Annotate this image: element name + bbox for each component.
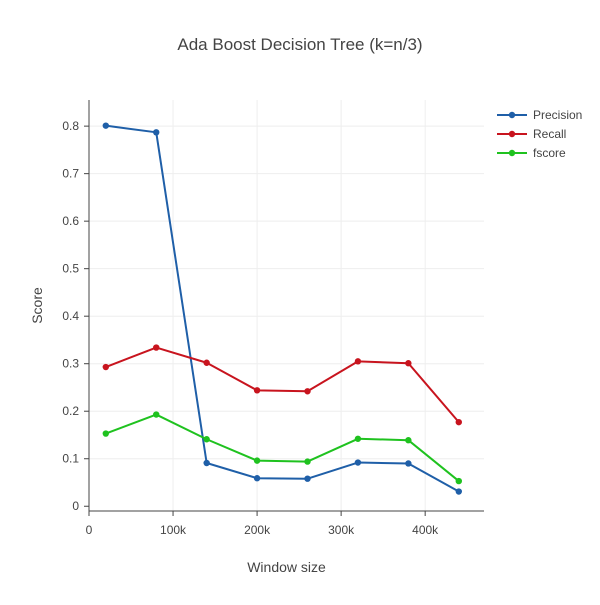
y-tick-label: 0.7 (62, 167, 79, 181)
data-point-fscore (253, 457, 261, 464)
data-point-recall (354, 358, 362, 365)
series-line-precision (105, 124, 460, 493)
data-point-precision (253, 475, 261, 482)
series-layer (102, 122, 462, 495)
data-point-fscore (153, 411, 160, 418)
series-precision (102, 122, 462, 495)
legend-label: Precision (533, 108, 582, 122)
x-tick-label: 300k (328, 523, 355, 537)
legend-item-precision[interactable]: Precision (497, 108, 582, 122)
y-tick-label: 0.5 (62, 262, 79, 276)
legend-item-recall[interactable]: Recall (497, 127, 566, 141)
legend-item-fscore[interactable]: fscore (497, 146, 566, 160)
y-tick-label: 0.2 (62, 404, 79, 418)
data-point-precision (304, 475, 311, 482)
y-tick-label: 0 (72, 499, 79, 513)
y-tick-label: 0.3 (62, 357, 79, 371)
legend-swatch-marker (508, 111, 516, 119)
series-line-fscore (105, 413, 460, 482)
data-point-fscore (102, 430, 110, 437)
data-point-precision (153, 129, 160, 136)
series-line-recall (105, 346, 460, 423)
y-tick-label: 0.8 (62, 119, 79, 133)
axis-labels: 0 0.1 0.2 0.3 0.4 0.5 0.6 0.7 0.8 0 100k 200k 300k 40… (29, 35, 439, 575)
data-point-fscore (455, 477, 462, 485)
data-point-fscore (203, 436, 210, 443)
data-point-precision (405, 460, 412, 467)
data-point-recall (405, 360, 412, 367)
data-point-recall (102, 363, 110, 371)
y-tick-label: 0.1 (62, 452, 79, 466)
legend-swatch-marker (508, 130, 516, 138)
y-tick-label: 0.4 (62, 309, 79, 323)
x-tick-label: 400k (412, 523, 439, 537)
data-point-precision (354, 459, 362, 466)
legend[interactable]: Precision Recall fscore (497, 108, 582, 160)
chart-title: Ada Boost Decision Tree (k=n/3) (177, 35, 422, 54)
data-point-precision (203, 459, 210, 467)
series-fscore (102, 411, 462, 485)
gridlines (89, 100, 484, 511)
x-axis-title: Window size (247, 559, 326, 575)
data-point-recall (253, 387, 261, 394)
series-recall (102, 344, 462, 426)
data-point-recall (203, 359, 210, 366)
y-axis-title: Score (29, 287, 45, 324)
data-point-recall (455, 418, 462, 426)
data-point-recall (304, 388, 311, 395)
legend-label: Recall (533, 127, 566, 141)
data-point-precision (455, 488, 462, 495)
axes (84, 100, 484, 516)
legend-label: fscore (533, 146, 566, 160)
x-tick-label: 0 (86, 523, 93, 537)
data-point-precision (102, 122, 110, 129)
data-point-fscore (354, 435, 362, 442)
legend-swatch-marker (508, 149, 516, 157)
x-tick-label: 200k (244, 523, 271, 537)
data-point-fscore (304, 458, 311, 465)
x-tick-label: 100k (160, 523, 187, 537)
y-tick-label: 0.6 (62, 214, 79, 228)
data-point-fscore (405, 437, 412, 444)
data-point-recall (153, 344, 160, 351)
